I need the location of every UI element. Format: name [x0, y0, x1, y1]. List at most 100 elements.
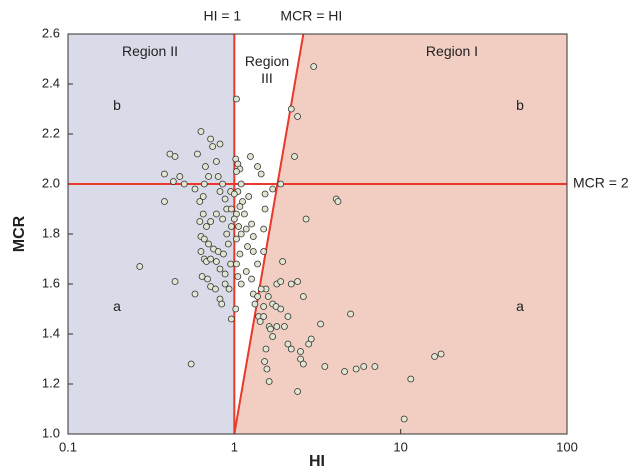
point: [216, 265, 224, 273]
point: [197, 128, 205, 135]
point: [260, 303, 268, 310]
y-tick-label: 1.8: [42, 225, 60, 240]
point: [180, 180, 188, 188]
point: [261, 358, 268, 365]
point: [277, 180, 285, 188]
point: [224, 240, 232, 248]
point: [197, 248, 205, 255]
point: [216, 140, 224, 148]
point: [233, 260, 240, 268]
point: [260, 225, 268, 233]
point: [221, 270, 229, 278]
point: [227, 315, 235, 323]
point: [230, 190, 238, 198]
annotation-text: b: [516, 97, 524, 113]
point: [310, 63, 318, 70]
point: [220, 250, 227, 258]
point: [171, 278, 179, 285]
point: [291, 153, 298, 160]
point: [261, 190, 269, 198]
diagonal-label: MCR = HI: [280, 8, 342, 24]
point: [232, 305, 240, 313]
point: [360, 363, 368, 370]
y-axis-label: MCR: [11, 215, 28, 252]
point: [216, 188, 224, 195]
point: [200, 235, 208, 243]
point: [227, 260, 235, 268]
point: [207, 255, 215, 263]
point: [294, 388, 301, 395]
y-tick-label: 2.4: [42, 75, 60, 90]
point: [254, 260, 261, 268]
annotation: Region I: [425, 43, 479, 59]
point: [191, 290, 199, 298]
point: [196, 218, 204, 225]
point: [254, 163, 261, 170]
point: [236, 203, 244, 210]
point: [221, 195, 229, 203]
point: [273, 323, 281, 330]
point: [347, 310, 354, 318]
point: [262, 345, 270, 353]
point: [214, 173, 222, 180]
plot-frame: [67, 33, 568, 435]
annotation: a: [516, 298, 524, 314]
y-tick-label: 2.2: [42, 125, 60, 140]
y-tick-label: 1.6: [42, 275, 60, 290]
point: [248, 275, 255, 283]
point: [407, 375, 415, 383]
point: [287, 105, 295, 113]
point: [212, 210, 220, 218]
point: [294, 113, 301, 120]
annotation-text: Region I: [425, 43, 479, 59]
point: [260, 248, 268, 255]
point: [299, 293, 307, 300]
point: [223, 230, 231, 238]
point: [400, 415, 408, 423]
point: [191, 185, 199, 193]
point: [284, 340, 292, 348]
point: [281, 323, 288, 330]
point: [341, 368, 348, 375]
point: [237, 230, 245, 238]
point: [233, 95, 240, 103]
x-tick-label: 10: [393, 439, 407, 454]
x-tick-label: 100: [556, 439, 578, 454]
y-tick-label: 2.6: [42, 25, 60, 40]
point: [264, 293, 272, 300]
point: [212, 285, 219, 293]
point: [284, 313, 292, 320]
point: [247, 153, 254, 160]
point: [254, 293, 261, 300]
annotation: Region II: [122, 43, 178, 59]
y-tick-label: 1.2: [42, 375, 60, 390]
point: [161, 170, 168, 178]
point: [200, 180, 208, 188]
point: [249, 248, 257, 255]
point: [287, 345, 295, 353]
point: [317, 320, 324, 328]
point: [269, 185, 277, 193]
point: [263, 365, 271, 373]
point: [169, 178, 177, 185]
point: [202, 163, 209, 170]
point: [219, 180, 226, 188]
point: [334, 198, 342, 205]
point: [277, 305, 285, 313]
point: [187, 360, 195, 368]
point: [257, 170, 265, 178]
point: [221, 280, 229, 288]
point: [212, 258, 220, 265]
point: [136, 263, 144, 270]
point: [260, 313, 268, 320]
point: [207, 135, 215, 143]
point: [212, 158, 220, 165]
point: [248, 220, 255, 228]
vline-label: HI = 1: [203, 8, 241, 24]
point: [245, 193, 253, 200]
point: [227, 205, 235, 213]
point: [279, 258, 286, 265]
point: [219, 215, 226, 223]
